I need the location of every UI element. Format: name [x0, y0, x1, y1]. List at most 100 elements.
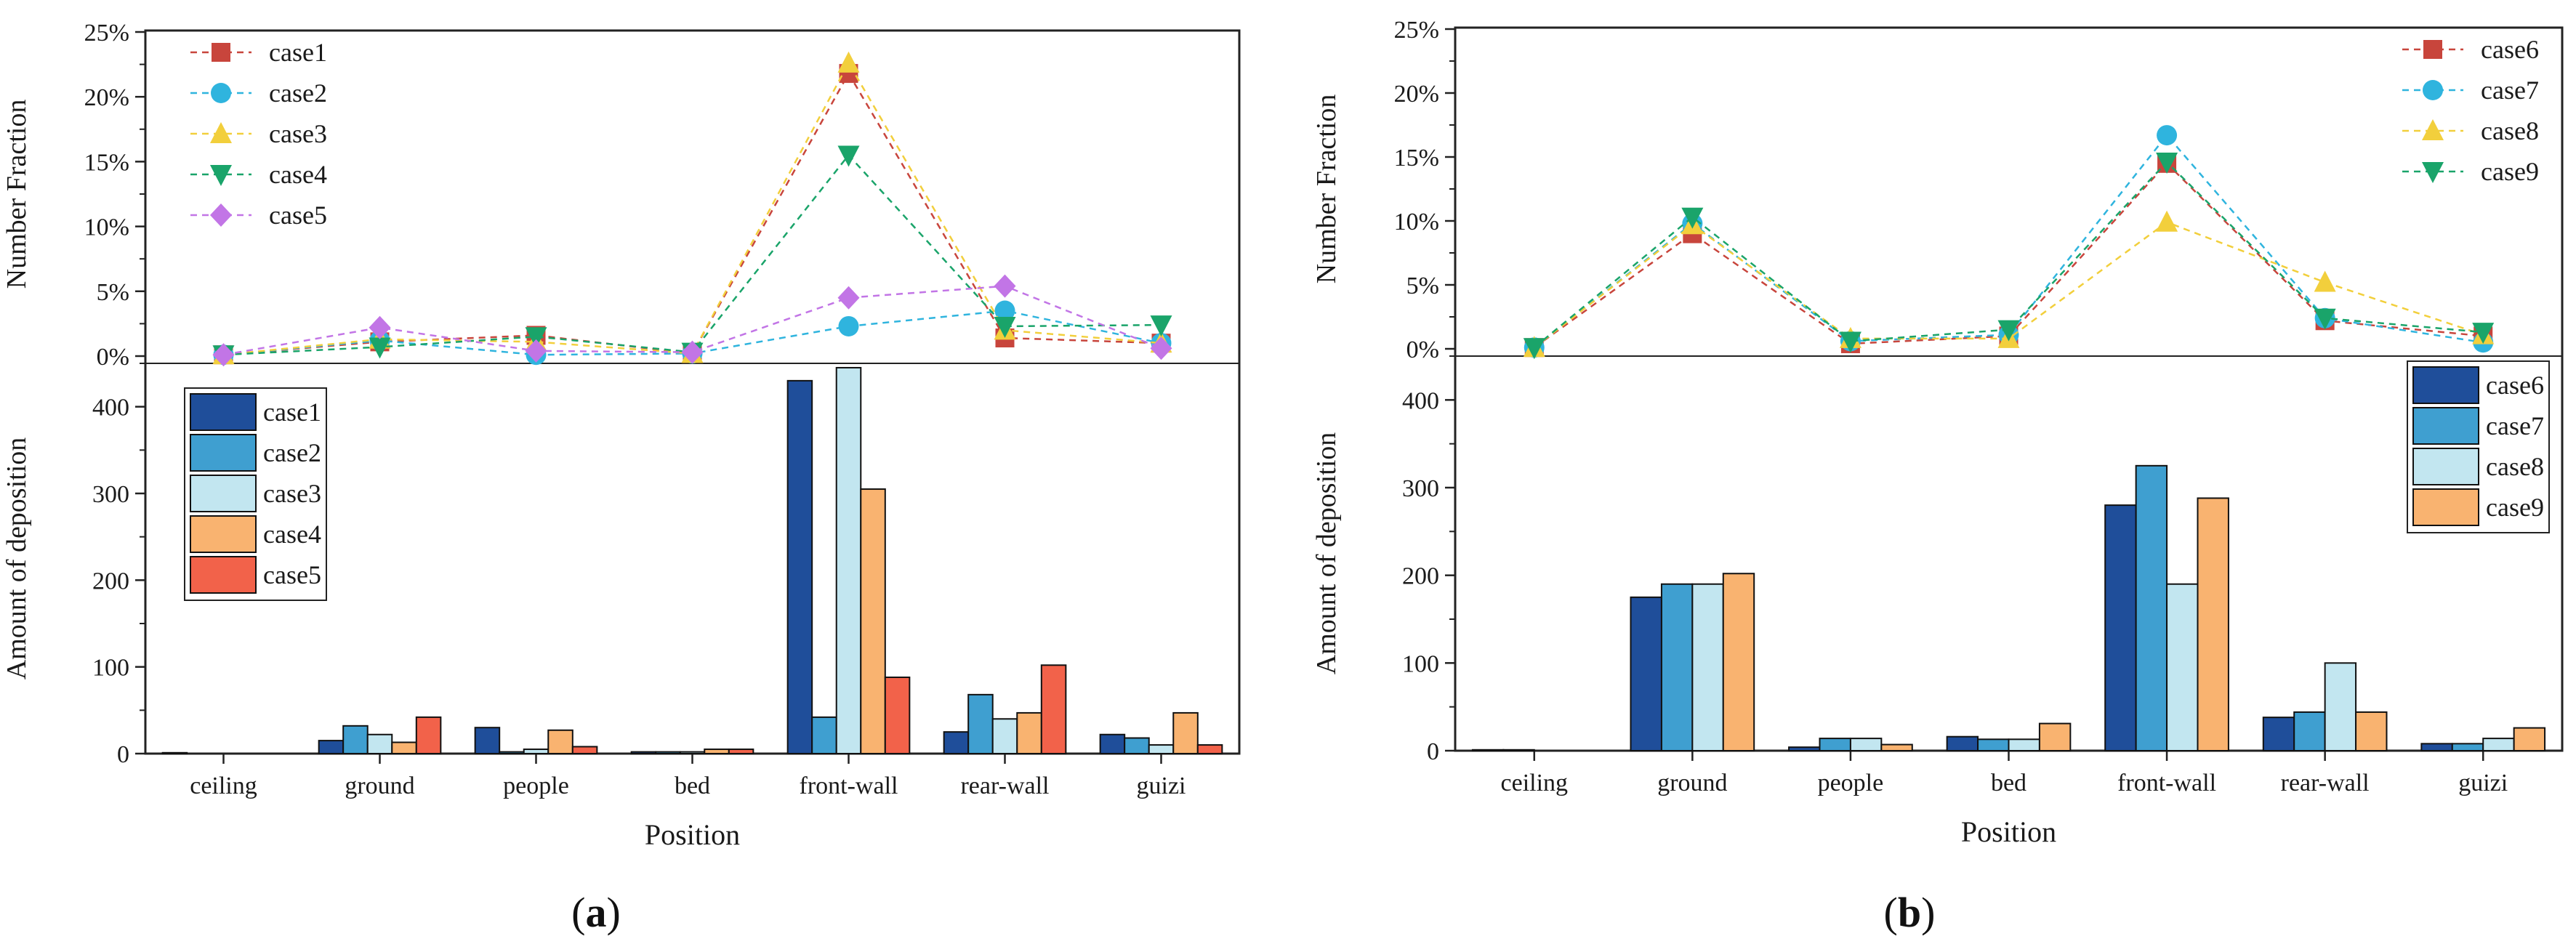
panel-b: ceiling ground people bed front-wall rear-wal…	[1311, 17, 2564, 936]
y-tick-label-line: 10%	[1394, 209, 1439, 235]
bar-case1-bed	[630, 751, 657, 754]
y-tick-label-bar: 0	[1427, 738, 1439, 765]
bar-case6-bed	[1946, 735, 1979, 752]
bar-case8-front-wall	[2166, 583, 2199, 751]
bar-case1-people	[474, 727, 501, 755]
point-case5-rear-wall	[994, 274, 1016, 298]
y-tick-label-bar: 400	[1402, 387, 1439, 414]
y-tick-label-bar: 300	[92, 481, 129, 508]
x-tick-label: ceiling	[190, 773, 257, 799]
line-case9	[1533, 161, 2484, 349]
line-case7	[1534, 134, 2484, 349]
panel-label-a: (a)	[571, 889, 621, 936]
bar-case3-rear-wall	[991, 718, 1018, 754]
bar-case6-front-wall	[2104, 504, 2137, 752]
legend-marker	[212, 43, 230, 62]
line-case3	[223, 61, 1162, 356]
legend-label-case9: case9	[2486, 493, 2544, 522]
y-tick-label-line: 0%	[97, 344, 129, 371]
y-tick-label-bar: 300	[1402, 475, 1439, 502]
x-tick-label: guizi	[2458, 770, 2508, 796]
bar-case1-ceiling	[161, 751, 188, 754]
point-case5-ceiling	[212, 343, 235, 367]
bar-case2-bed	[655, 751, 681, 754]
point-case2-front-wall	[838, 315, 859, 336]
y-axis-label-top: Number Fraction	[1311, 94, 1342, 284]
point-case9-rear-wall	[2314, 308, 2336, 330]
bar-case1-guizi	[1099, 733, 1126, 754]
bar-case8-guizi	[2482, 738, 2515, 752]
y-axis-label-bottom: Amount of deposition	[1311, 432, 1342, 675]
panel-label-b: (b)	[1884, 889, 1936, 936]
bar-case7-ground	[1660, 583, 1694, 751]
x-tick-label: people	[503, 773, 569, 799]
point-case4-ground	[369, 337, 391, 359]
x-tick-label: front-wall	[800, 773, 898, 799]
bar-case5-guizi	[1196, 744, 1223, 754]
x-tick-label: bed	[1991, 770, 2026, 796]
x-tick-label: front-wall	[2117, 770, 2216, 796]
legend-bar-swatch	[190, 515, 257, 553]
bar-case8-bed	[2008, 738, 2040, 752]
point-case5-bed	[681, 340, 704, 364]
bar-case8-rear-wall	[2324, 662, 2357, 751]
bar-case9-ground	[1722, 573, 1755, 752]
y-tick-label-line: 0%	[1406, 336, 1439, 363]
point-case9-front-wall	[2156, 153, 2178, 174]
bar-case6-ceiling	[1471, 749, 1505, 752]
legend-marker	[210, 165, 232, 186]
legend-bar-swatch	[2412, 488, 2479, 526]
y-tick-label-line: 15%	[84, 149, 129, 176]
bar-case4-people	[547, 729, 573, 755]
legend-label-case1: case1	[263, 398, 321, 427]
bar-case3-ground	[366, 733, 393, 754]
y-tick-label-line: 5%	[1406, 273, 1439, 299]
legend-label-case1: case1	[269, 38, 327, 67]
bar-case2-rear-wall	[967, 693, 994, 754]
y-tick-label-bar: 100	[92, 655, 129, 682]
legend-bar-swatch	[2412, 448, 2479, 485]
point-case4-rear-wall	[994, 316, 1016, 338]
bar-case5-bed	[728, 749, 754, 754]
x-tick-label: people	[1818, 770, 1884, 796]
y-tick-label-bar: 200	[92, 568, 129, 594]
bar-case7-ceiling	[1502, 749, 1535, 752]
y-tick-label-line: 20%	[1394, 81, 1439, 108]
bar-case3-bed	[679, 751, 706, 754]
point-case4-front-wall	[837, 145, 860, 167]
bar-case6-ground	[1630, 596, 1662, 751]
bar-case6-guizi	[2420, 743, 2453, 752]
y-tick-label-line: 5%	[97, 279, 129, 306]
legend-marker	[210, 122, 232, 143]
legend-label-case3: case3	[269, 119, 327, 148]
legend-marker	[2423, 40, 2442, 59]
y-tick-label-line: 20%	[84, 84, 129, 111]
legend-label-case8: case8	[2486, 452, 2544, 481]
point-case9-bed	[1997, 320, 2020, 342]
bar-case7-front-wall	[2135, 464, 2168, 751]
legend-label-case8: case8	[2481, 116, 2539, 145]
bar-case9-front-wall	[2197, 497, 2229, 751]
point-case8-front-wall	[2156, 210, 2178, 232]
legend-label-case4: case4	[269, 160, 327, 189]
bar-case5-ground	[415, 716, 442, 755]
y-tick-label-line: 15%	[1394, 145, 1439, 172]
bar-case3-people	[523, 749, 550, 754]
panel-label-paren-close: )	[1921, 889, 1935, 936]
panel-label-letter: b	[1898, 889, 1921, 936]
y-tick-label-bar: 200	[1402, 563, 1439, 590]
point-case5-ground	[369, 315, 391, 339]
bar-case9-rear-wall	[2355, 711, 2388, 752]
bar-case4-bed	[704, 749, 730, 754]
bar-case7-guizi	[2451, 743, 2484, 752]
bar-case5-front-wall	[884, 676, 911, 755]
x-tick-label: rear-wall	[2281, 770, 2370, 796]
bar-case1-ground	[318, 740, 345, 754]
y-tick-label-bar: 400	[92, 395, 129, 421]
point-case2-rear-wall	[994, 300, 1015, 321]
bar-case7-people	[1819, 738, 1851, 752]
legend-marker	[2422, 162, 2444, 183]
legend-bar-swatch	[190, 475, 257, 512]
plot-frame	[1454, 26, 2564, 752]
